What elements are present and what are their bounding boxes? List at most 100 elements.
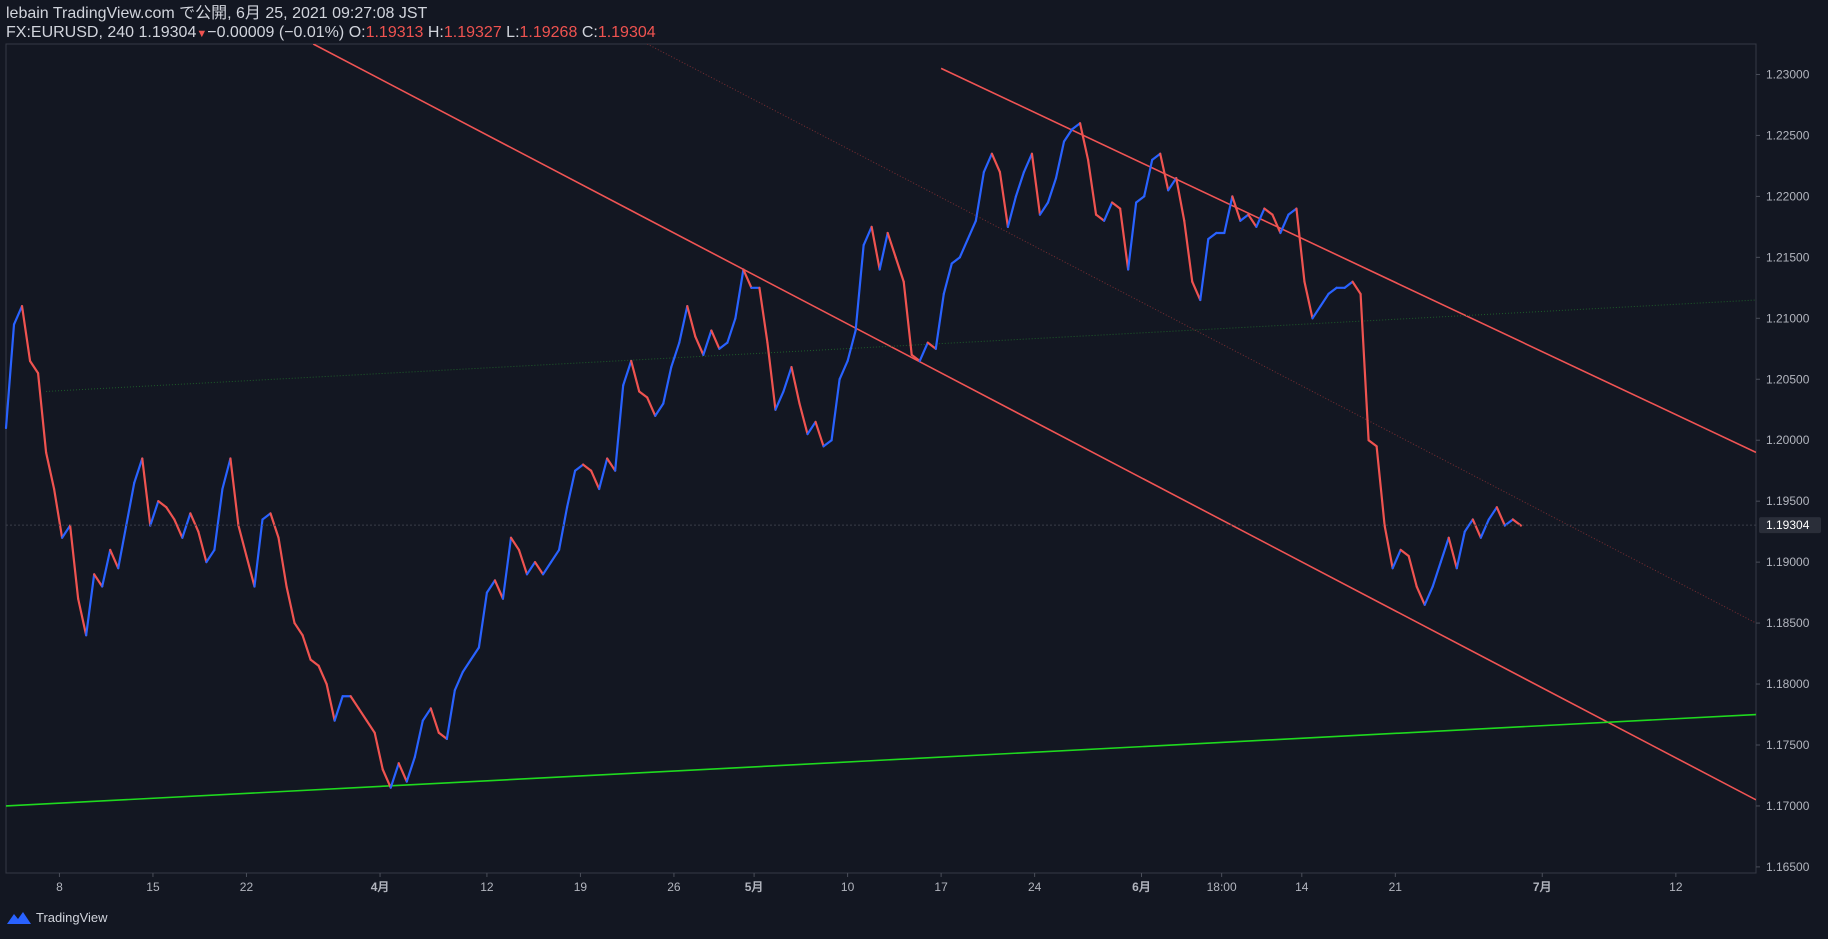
price-tick-label: 1.19500 [1766,494,1810,508]
time-axis[interactable]: 8 15 22 4月 12 19 26 5月 10 17 24 6月 18:00 14 21 7月 12 [56,873,1683,894]
tradingview-logo-icon[interactable] [6,911,32,925]
price-tick-label: 1.18500 [1766,616,1810,630]
price-segment [846,329,857,363]
price-segment [1046,177,1058,204]
price-segment [1159,152,1170,192]
price-tick-label: 1.20500 [1766,372,1810,386]
price-segment [710,329,721,350]
price-segment [1495,506,1506,527]
price-segment [77,597,88,637]
price-segment [1247,213,1258,228]
close-label: C: [581,24,598,41]
time-tick-label: 5月 [745,880,764,894]
price-segment [998,170,1010,228]
price-segment [1439,536,1450,564]
price-segment [149,500,160,527]
symbol-label[interactable]: FX:EURUSD, 240 [6,24,135,41]
price-segment [590,469,601,491]
price-segment [670,341,681,369]
price-segment [950,256,961,265]
price-segment [557,506,569,552]
time-tick-label: 21 [1389,880,1403,894]
low-label: L: [506,24,520,41]
price-segment [1094,213,1106,222]
price-segment [990,152,1001,174]
price-segment [654,402,665,417]
price-segment [1183,219,1194,283]
price-segment [1199,237,1210,302]
plot-frame [5,43,1757,874]
price-segment [525,561,537,576]
price-segment [822,439,833,448]
price-segment [1399,548,1410,558]
price-segment [173,518,184,539]
price-segment [1191,280,1202,302]
price-segment [918,341,929,363]
upper-red-channel-line[interactable] [940,67,1756,454]
time-tick-label: 24 [1028,880,1042,894]
price-segment [509,536,521,552]
price-segment [1503,518,1514,527]
time-tick-label: 10 [841,880,855,894]
price-segment [133,457,144,484]
price-segment [1471,518,1482,539]
brand-label[interactable]: TradingView [36,910,108,925]
time-tick-label: 6月 [1132,880,1151,894]
price-segment [285,585,296,625]
price-segment [1447,536,1458,570]
price-segment [213,487,224,552]
price-segment [1287,207,1298,216]
price-segment [878,231,889,271]
price-segment [301,634,312,661]
price-segment [1383,524,1394,570]
price-segment [237,524,248,558]
price-segment [1511,518,1522,527]
price-segment [1231,195,1242,222]
price-tick-label: 1.20000 [1766,433,1810,447]
price-change: −0.00009 (−0.01%) [207,24,345,41]
price-segment [189,512,200,533]
price-segment [229,457,240,527]
time-tick-label: 19 [574,880,588,894]
mid-channel-dotted-line[interactable] [646,44,1756,624]
green-dotted-line[interactable] [46,299,1756,392]
price-segment [678,305,689,344]
lower-red-channel-line[interactable] [312,44,1756,801]
price-axis[interactable]: 1.23000 1.22500 1.22000 1.21500 1.21000 1.205… [1756,67,1821,874]
price-tick-label: 1.22000 [1766,189,1810,203]
time-tick-label: 12 [480,880,494,894]
price-segment [141,457,152,527]
price-segment [4,323,16,430]
time-tick-label: 15 [146,880,160,894]
green-support-line[interactable] [6,713,1756,807]
price-segment [742,268,753,289]
price-segment [886,231,897,259]
time-tick-label: 22 [240,880,254,894]
time-tick-label: 17 [934,880,948,894]
price-segment [614,384,625,472]
price-segment [902,280,913,356]
price-segment [814,420,825,448]
publish-info: lebain TradingView.com で公開, 6月 25, 2021 … [6,5,428,22]
price-segment [718,341,729,350]
price-segment [445,689,456,740]
price-segment [221,457,232,491]
price-segment [1062,128,1074,143]
price-segment [1391,548,1402,570]
price-segment [926,341,937,350]
price-segment [421,707,432,722]
price-segment [1223,195,1234,235]
price-segment [101,548,112,588]
price-segment [245,554,256,588]
price-segment [205,548,216,564]
price-segment [982,152,993,174]
price-segment [806,420,817,436]
price-segment [870,225,881,271]
price-segment [1367,439,1378,448]
price-segment [1030,152,1042,216]
price-segment [630,359,641,393]
price-segment [389,762,400,789]
price-tick-label: 1.17000 [1766,799,1810,813]
time-tick-label: 4月 [371,880,390,894]
